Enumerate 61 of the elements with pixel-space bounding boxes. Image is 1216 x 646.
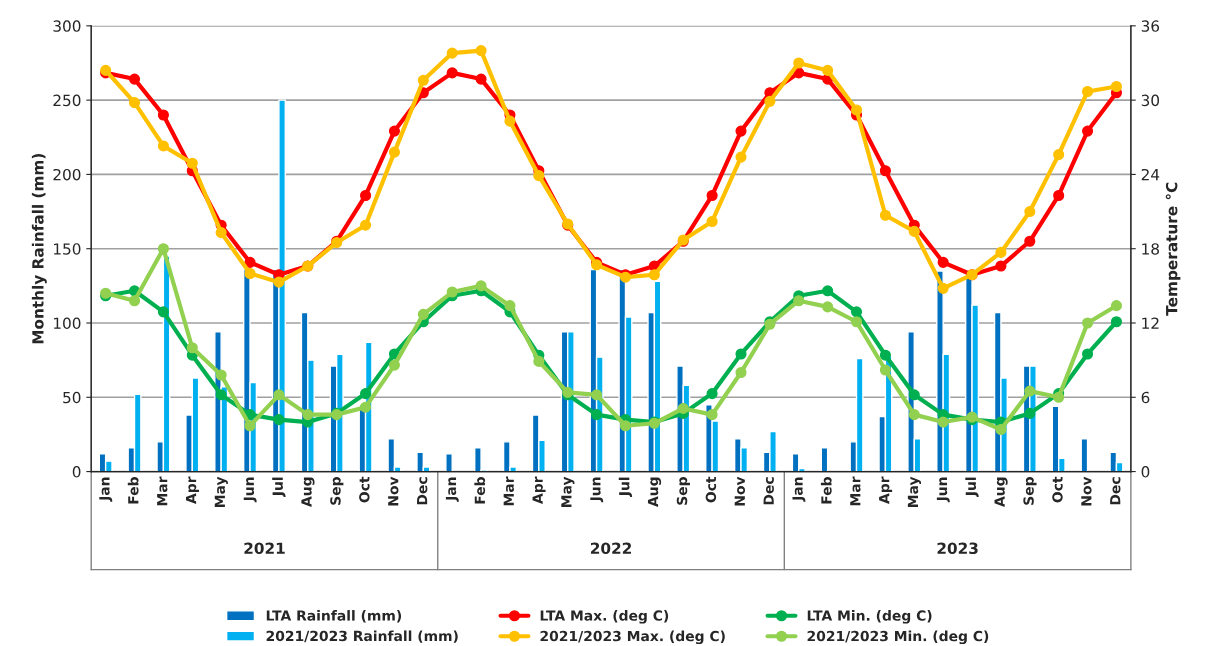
y2-tick-label: 30 [1141, 94, 1160, 107]
y2-tick-label: 12 [1142, 317, 1159, 329]
x-tick-label: Jan [445, 477, 459, 502]
y2-tick-label: 24 [1141, 168, 1160, 181]
x-tick-label: Aug [301, 477, 315, 507]
x-tick-label: Dec [1110, 477, 1121, 505]
y-axis-title: Monthly Rainfall (mm) [31, 154, 47, 344]
x-tick-label: May [907, 476, 921, 507]
x-tick-label: Dec [417, 477, 428, 505]
x-tick-label: Jan [99, 477, 113, 502]
x-tick-label: Apr [185, 476, 199, 504]
x-tick-label: Feb [820, 477, 832, 504]
x-tick-label: Dec [763, 477, 774, 505]
legend-label: LTA Min. (deg C) [807, 610, 932, 624]
x-tick-label: Aug [647, 477, 662, 507]
x-tick-label: Jul [618, 477, 633, 498]
legend-label: LTA Max. (deg C) [540, 610, 669, 624]
y-tick-label: 100 [53, 317, 81, 330]
x-tick-label: Apr [532, 476, 546, 504]
y-tick-label: 0 [72, 466, 81, 478]
x-tick-label: Jul [965, 477, 979, 498]
y-tick-label: 50 [63, 391, 81, 404]
x-tick-label: Mar [850, 476, 861, 506]
legend-label: 2021/2023 Max. (deg C) [540, 630, 725, 645]
x-tick-label: Jun [936, 477, 950, 503]
x-tick-label: Nov [734, 476, 746, 506]
x-tick-label: Aug [994, 477, 1008, 507]
x-tick-label: Apr [879, 476, 893, 504]
legend-label: LTA Rainfall (mm) [266, 610, 402, 623]
x-tick-label: Mar [157, 476, 168, 506]
x-tick-label: Jan [792, 477, 806, 502]
x-tick-label: Jun [590, 477, 604, 503]
x-tick-label: Nov [388, 476, 399, 506]
y-tick-label: 250 [53, 94, 81, 107]
x-tick-label: May [561, 476, 575, 507]
legend-label: 2021/2023 Rainfall (mm) [266, 630, 458, 643]
y2-tick-label: 18 [1142, 243, 1159, 255]
x-tick-label: Oct [705, 476, 717, 503]
y2-tick-label: 6 [1141, 391, 1150, 404]
x-tick-label: Feb [127, 477, 139, 504]
x-tick-label: Oct [359, 476, 370, 503]
x-tick-label: Jul [272, 477, 286, 498]
x-tick-label: Oct [1052, 476, 1063, 503]
x-tick-label: May [214, 476, 228, 507]
y2-tick-label: 36 [1141, 20, 1160, 32]
y2-axis-title: Temperature °C [1165, 182, 1181, 316]
x-tick-label: Feb [474, 477, 486, 504]
y-tick-label: 300 [53, 20, 81, 32]
text: 2022 [590, 542, 631, 555]
x-tick-label: Nov [1081, 476, 1092, 506]
x-tick-label: Sep [330, 477, 344, 505]
text: 2021 [244, 542, 285, 555]
x-tick-label: Sep [1023, 477, 1037, 505]
y-tick-label: 150 [53, 243, 81, 255]
x-tick-label: Sep [676, 477, 690, 505]
x-tick-label: Mar [503, 476, 514, 506]
y-tick-label: 200 [53, 168, 81, 181]
text: 2023 [937, 542, 978, 555]
legend-label: 2021/2023 Min. (deg C) [807, 630, 989, 645]
x-tick-label: Jun [243, 477, 257, 503]
y2-tick-label: 0 [1141, 466, 1150, 478]
